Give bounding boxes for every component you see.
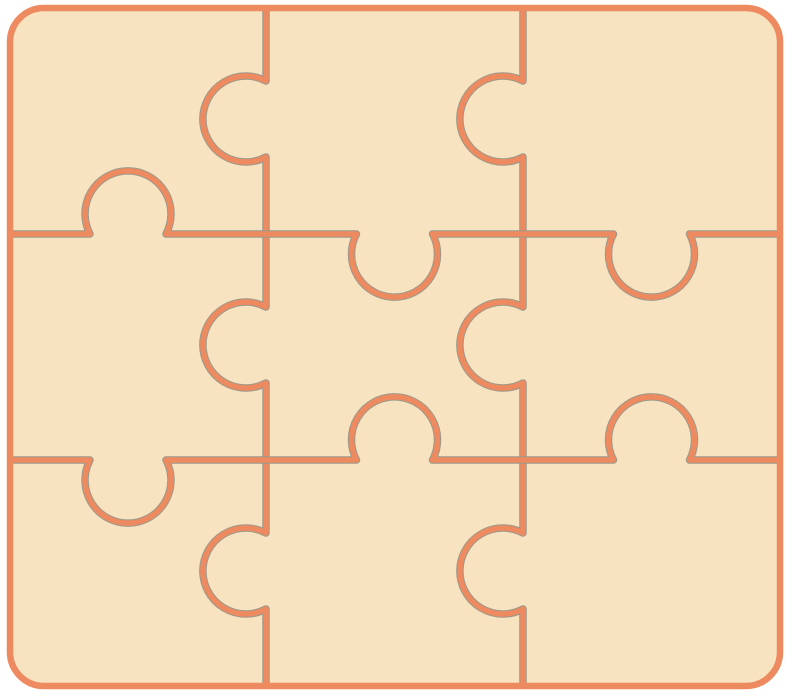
board-background xyxy=(10,8,780,686)
piece-r0-c2 xyxy=(523,8,780,234)
h-edge-c2-r01 xyxy=(523,231,780,300)
h-edge-c0-r12 xyxy=(10,457,266,526)
piece-r2-c0 xyxy=(10,460,266,686)
v-edge-r1-c12 xyxy=(457,234,526,460)
board-frame xyxy=(6,4,784,690)
v-edge-r0-c12 xyxy=(457,8,526,234)
h-edge-c0-r01 xyxy=(10,168,266,237)
piece-r1-c0 xyxy=(10,234,266,460)
cut-line-layer xyxy=(10,8,780,686)
piece-r1-c2 xyxy=(523,234,780,460)
v-edge-r2-c01 xyxy=(200,460,269,686)
v-edge-r1-c01 xyxy=(200,234,269,460)
v-edge-r0-c01 xyxy=(200,8,269,234)
board-fill-layer xyxy=(10,8,780,686)
v-edge-r2-c12 xyxy=(457,460,526,686)
h-edge-c1-r01 xyxy=(266,231,523,300)
h-edge-c2-r12 xyxy=(523,394,780,463)
piece-r0-c1 xyxy=(266,8,523,234)
board-frame-layer xyxy=(6,4,784,690)
piece-r2-c2 xyxy=(523,460,780,686)
piece-r2-c1 xyxy=(266,460,523,686)
h-edge-c1-r12 xyxy=(266,394,523,463)
piece-r0-c0 xyxy=(10,8,266,234)
piece-r1-c1 xyxy=(266,234,523,460)
